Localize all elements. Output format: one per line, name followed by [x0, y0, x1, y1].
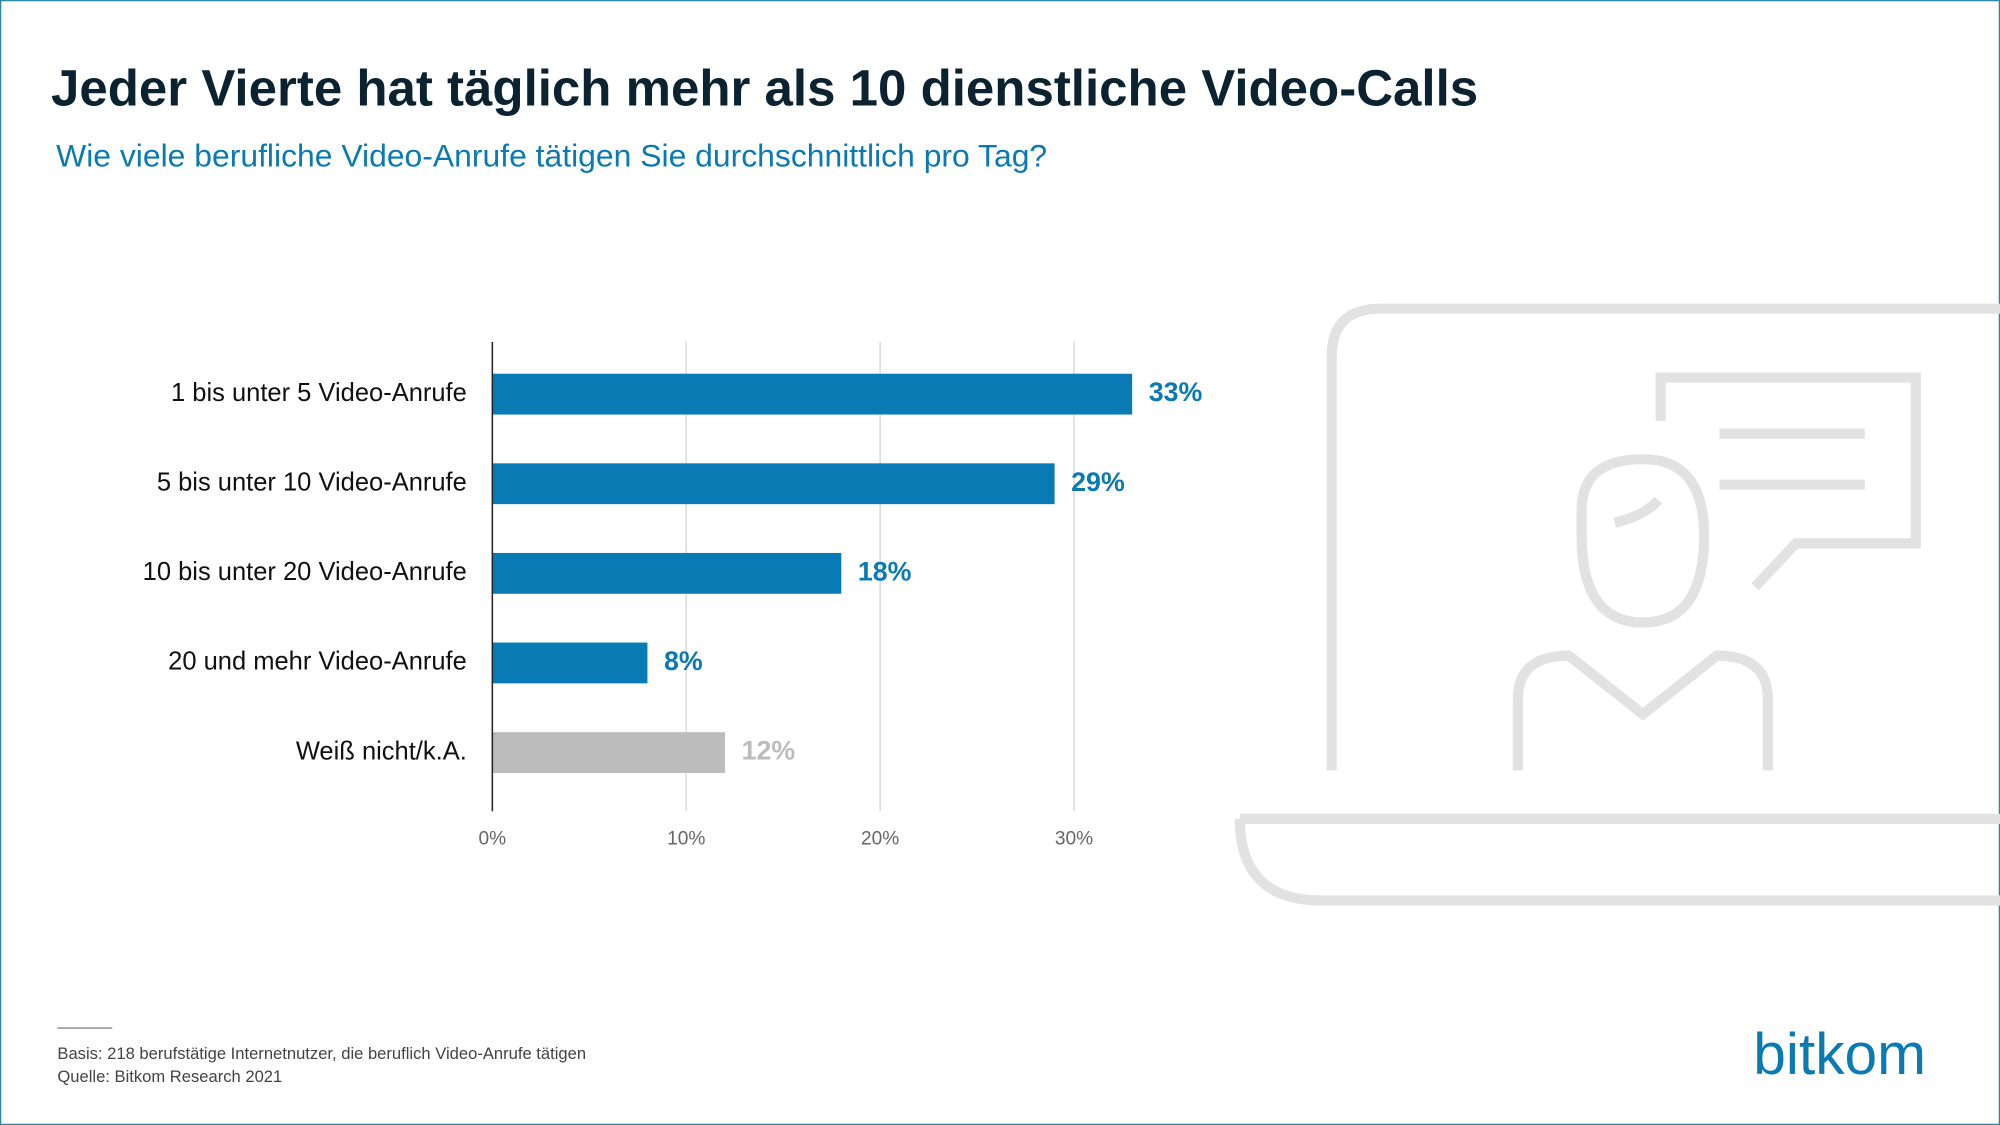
- value-label: 18%: [858, 556, 912, 586]
- category-label: 5 bis unter 10 Video-Anrufe: [157, 468, 467, 496]
- bar: [492, 642, 648, 684]
- category-label: 20 und mehr Video-Anrufe: [168, 648, 467, 676]
- chart-title: Jeder Vierte hat täglich mehr als 10 die…: [51, 59, 1478, 116]
- x-tick-label: 10%: [667, 828, 705, 849]
- x-tick-label: 30%: [1055, 828, 1093, 849]
- chart-subtitle: Wie viele berufliche Video-Anrufe tätige…: [56, 138, 1047, 174]
- logo: bitkom: [1753, 1022, 1926, 1087]
- bar: [492, 732, 726, 773]
- category-label: 1 bis unter 5 Video-Anrufe: [171, 379, 467, 407]
- footer-source: Quelle: Bitkom Research 2021: [57, 1067, 282, 1086]
- x-tick-label: 0%: [479, 828, 507, 849]
- category-label: 10 bis unter 20 Video-Anrufe: [143, 558, 467, 586]
- bar: [492, 552, 842, 594]
- laptop-icon: [1234, 303, 2000, 906]
- footer-basis: Basis: 218 berufstätige Internetnutzer, …: [57, 1044, 586, 1063]
- value-label: 29%: [1071, 467, 1125, 497]
- value-label: 8%: [664, 646, 703, 676]
- value-label: 12%: [742, 736, 796, 766]
- category-label: Weiß nicht/k.A.: [296, 737, 467, 765]
- x-tick-label: 20%: [861, 828, 899, 849]
- bar: [492, 463, 1055, 505]
- bar: [492, 373, 1133, 415]
- plot: 0% 10% 20% 30% 1 bis unter 5 Video-Anrufe 33%…: [143, 341, 1203, 849]
- value-label: 33%: [1149, 377, 1203, 407]
